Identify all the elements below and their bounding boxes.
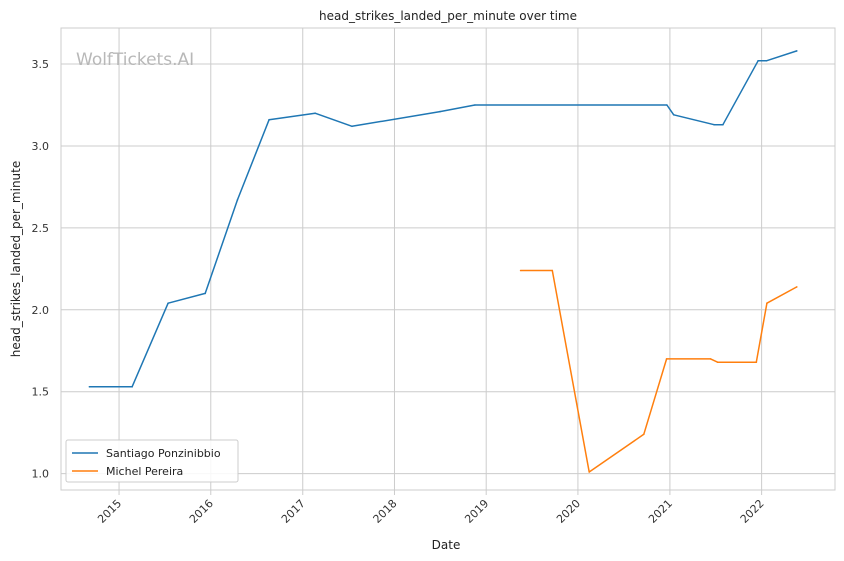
- legend-label: Michel Pereira: [106, 465, 183, 478]
- data-point: [439, 110, 441, 113]
- data-point: [131, 386, 133, 388]
- x-tick-label: 2017: [279, 497, 308, 526]
- y-tick-label: 3.0: [32, 140, 50, 153]
- x-tick-label: 2020: [554, 497, 583, 526]
- data-point: [672, 114, 675, 116]
- data-point: [519, 269, 522, 272]
- x-tick-label: 2021: [646, 497, 675, 526]
- data-point: [713, 123, 715, 126]
- series-line-1: [89, 50, 798, 388]
- data-point: [351, 125, 353, 128]
- plot-area-frame: [60, 27, 836, 491]
- data-point: [765, 60, 768, 62]
- watermark-text: WolfTickets.AI: [76, 50, 194, 70]
- legend: Santiago Ponzinibbio Michel Pereira: [65, 439, 239, 483]
- chart-title: head_strikes_landed_per_minute over time: [319, 9, 577, 23]
- y-axis-title: head_strikes_landed_per_minute: [9, 161, 23, 358]
- data-point: [236, 199, 239, 201]
- data-point: [167, 302, 169, 305]
- data-point: [755, 361, 758, 364]
- y-tick-label: 3.5: [32, 58, 50, 71]
- legend-label: Santiago Ponzinibbio: [106, 447, 221, 460]
- grid: [61, 28, 835, 490]
- x-tick-label: 2015: [95, 497, 124, 526]
- y-tick-label: 1.5: [32, 386, 50, 399]
- data-point: [268, 118, 270, 121]
- series-line-2: [520, 269, 798, 473]
- series-lines: [88, 50, 798, 473]
- data-point: [665, 358, 668, 360]
- x-tick-label: 2019: [462, 497, 491, 526]
- y-tick-label: 2.0: [32, 304, 50, 317]
- legend-box: [65, 439, 239, 483]
- data-point: [88, 386, 91, 388]
- data-point: [796, 286, 798, 288]
- data-point: [709, 358, 712, 360]
- data-point: [757, 60, 759, 62]
- x-axis-ticks: 2015 2016 2017 2018 2019 2020 2021 2022: [95, 490, 767, 526]
- data-point: [766, 302, 768, 305]
- data-point: [796, 50, 798, 52]
- data-point: [204, 292, 206, 295]
- data-point: [474, 104, 476, 106]
- data-point: [716, 361, 719, 364]
- x-tick-label: 2018: [371, 497, 400, 526]
- data-point: [588, 471, 590, 473]
- data-point: [666, 104, 668, 106]
- y-tick-label: 1.0: [32, 468, 50, 481]
- data-point: [314, 112, 316, 114]
- x-tick-label: 2016: [187, 497, 216, 526]
- x-axis-title: Date: [432, 538, 461, 552]
- y-tick-label: 2.5: [32, 222, 50, 235]
- data-point: [722, 123, 724, 126]
- y-axis-ticks: 1.0 1.5 2.0 2.5 3.0 3.5: [32, 58, 50, 481]
- data-point: [643, 433, 645, 436]
- data-point: [551, 269, 554, 272]
- x-tick-label: 2022: [738, 497, 767, 526]
